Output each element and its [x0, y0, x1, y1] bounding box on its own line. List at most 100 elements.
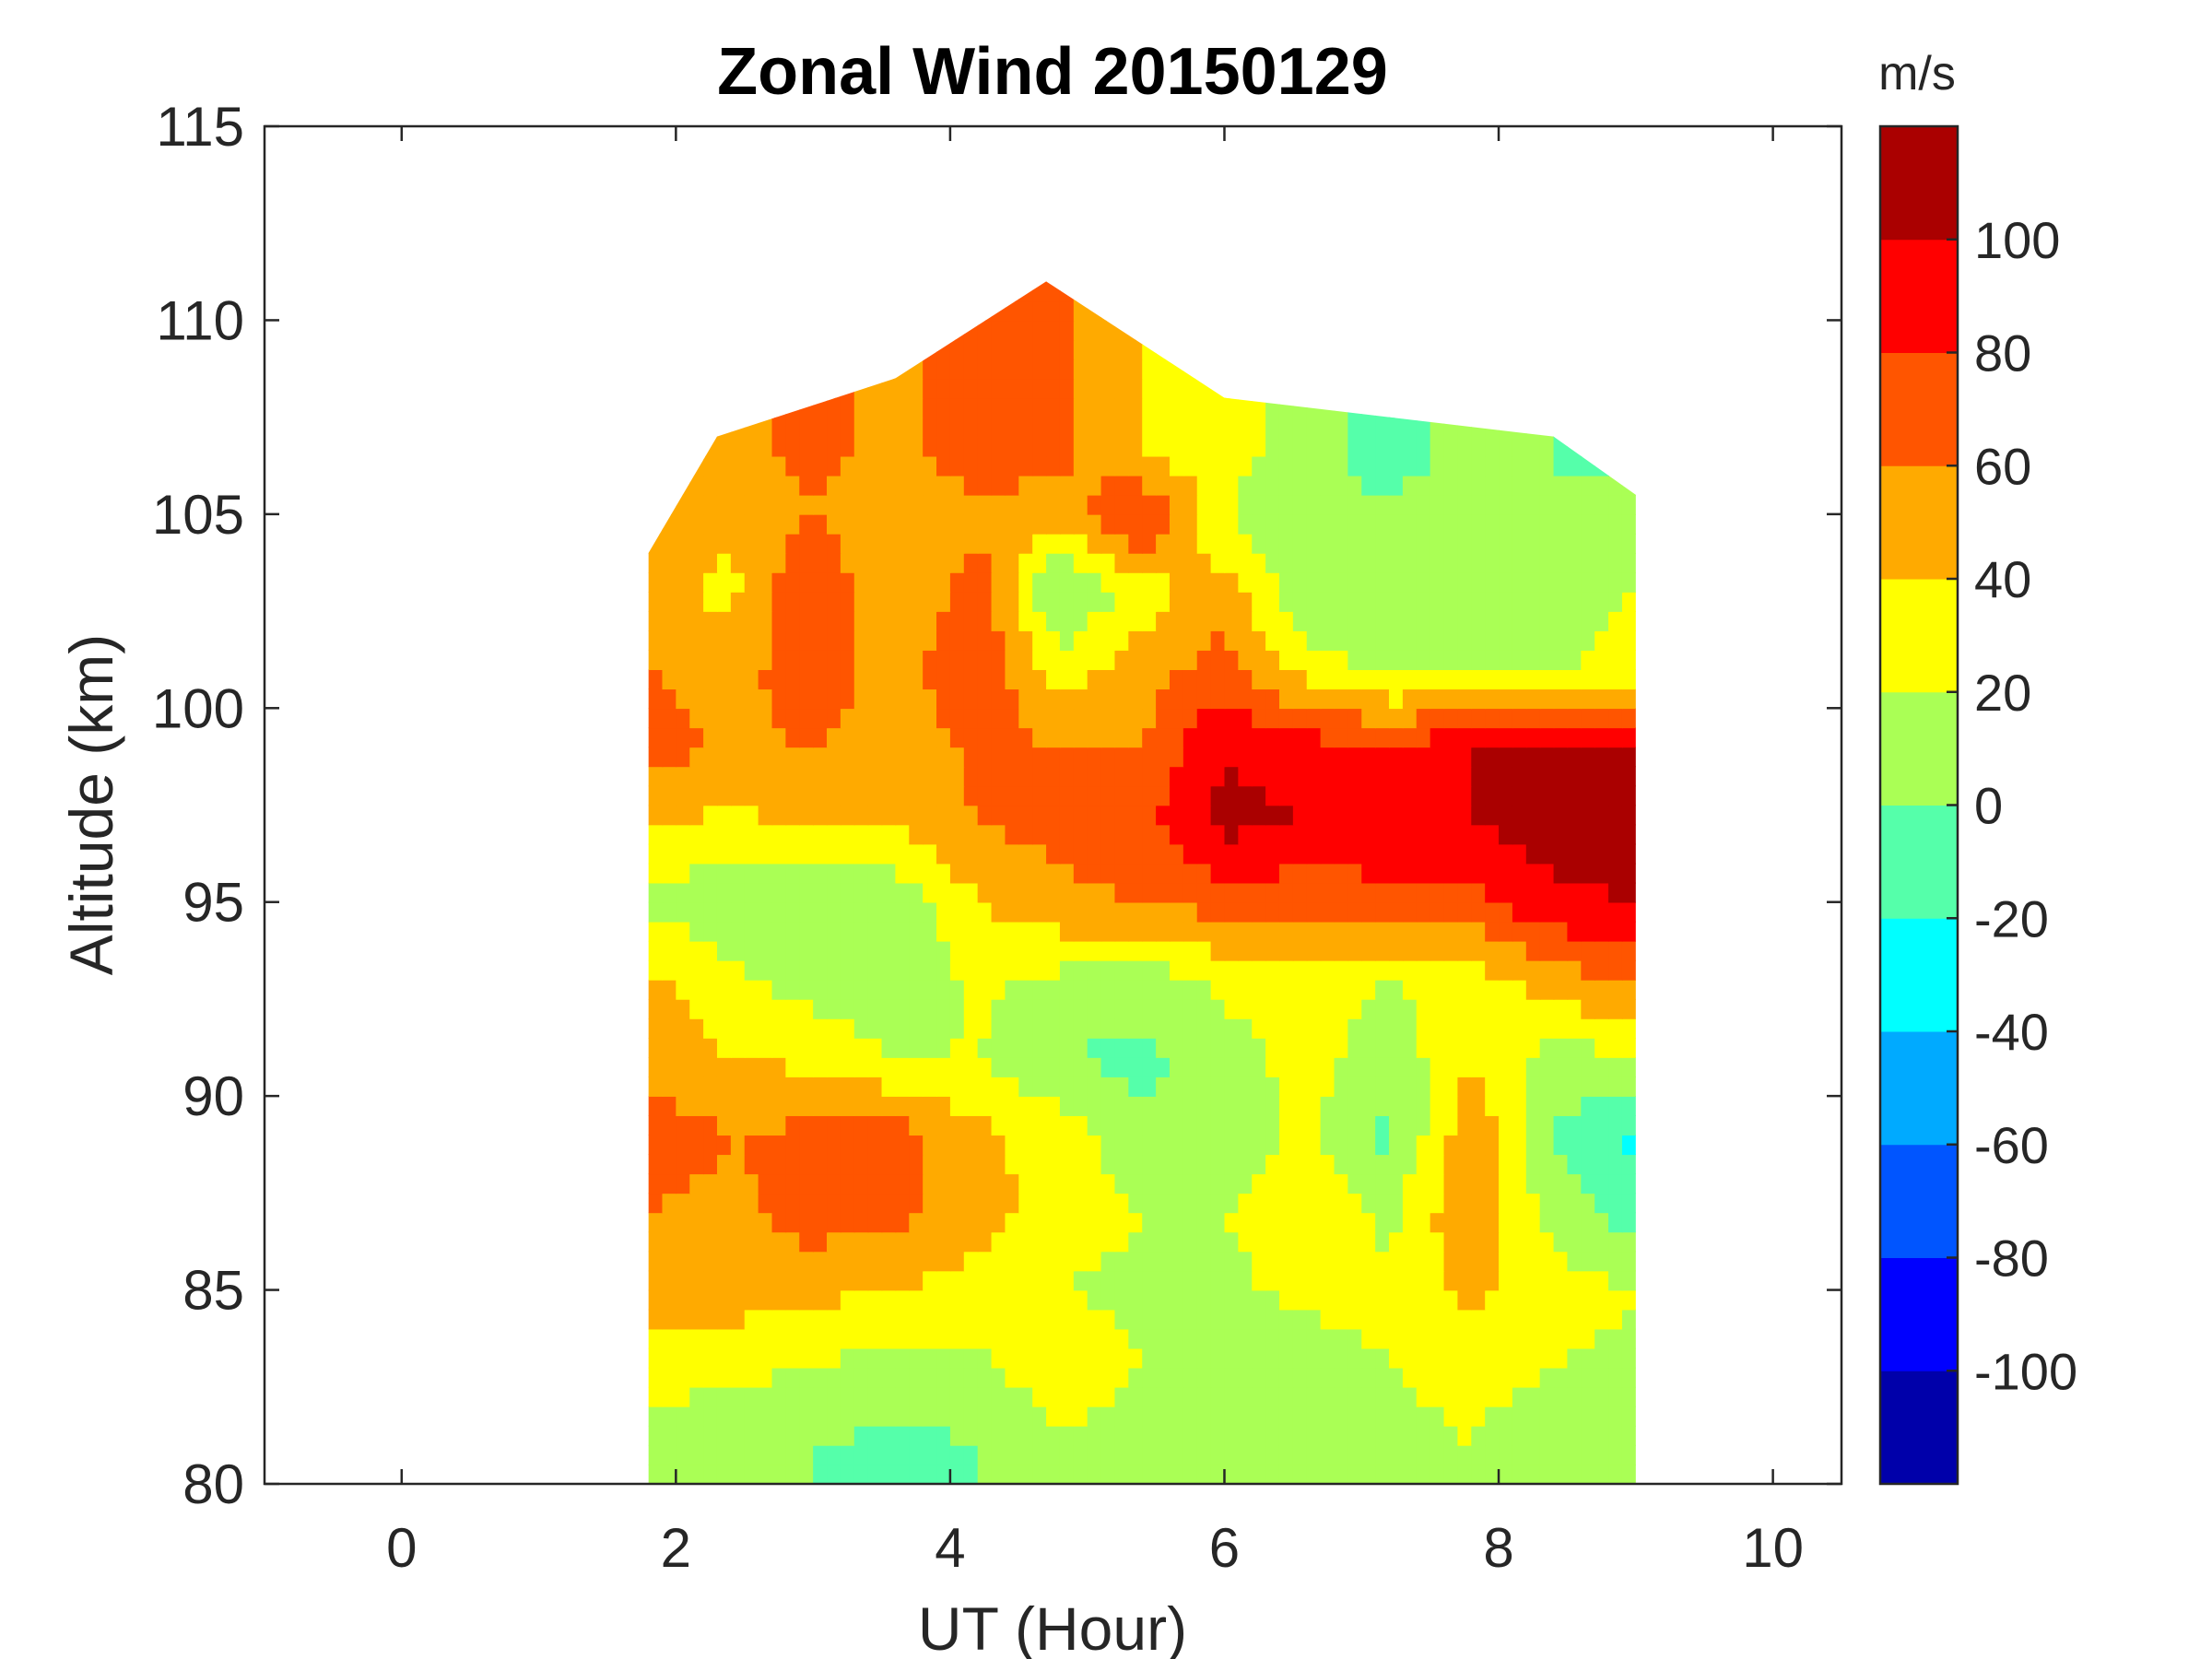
contour-cell: [1306, 1173, 1322, 1194]
contour-cell: [1539, 630, 1555, 651]
contour-cell: [1499, 1077, 1513, 1097]
contour-cell: [867, 552, 883, 573]
contour-cell: [991, 901, 1006, 923]
contour-cell: [1278, 998, 1294, 1019]
contour-cell: [1210, 882, 1226, 903]
contour-cell: [977, 1425, 993, 1446]
contour-cell: [813, 959, 828, 981]
contour-cell: [1320, 1212, 1335, 1233]
contour-cell: [1320, 688, 1335, 710]
contour-cell: [1306, 552, 1322, 573]
contour-cell: [785, 882, 801, 903]
contour-cell: [936, 688, 951, 710]
contour-cell: [1375, 1425, 1390, 1446]
contour-cell: [1306, 1425, 1322, 1446]
contour-cell: [1512, 940, 1527, 961]
contour-cell: [1182, 1386, 1198, 1407]
contour-cell: [1046, 863, 1061, 884]
contour-cell: [1100, 921, 1116, 942]
contour-cell: [1087, 611, 1102, 631]
contour-cell: [1114, 650, 1130, 670]
contour-cell: [1224, 843, 1240, 865]
contour-cell: [1375, 630, 1390, 651]
contour-cell: [840, 1038, 855, 1058]
contour-cell: [1471, 669, 1486, 690]
contour-cell: [1032, 1038, 1047, 1058]
contour-cell: [1100, 843, 1116, 865]
contour-cell: [1334, 805, 1349, 826]
contour-cell: [662, 1270, 677, 1291]
contour-cell: [1306, 1289, 1322, 1311]
contour-cell: [853, 1386, 869, 1407]
contour-cell: [1128, 1096, 1144, 1116]
contour-cell: [1512, 901, 1527, 923]
contour-cell: [1334, 1231, 1349, 1253]
contour-cell: [1059, 1289, 1075, 1311]
contour-cell: [895, 1270, 911, 1291]
contour-cell: [1210, 436, 1226, 457]
contour-cell: [1142, 611, 1157, 631]
contour-cell: [1347, 669, 1363, 690]
contour-cell: [1196, 940, 1212, 961]
contour-cell: [1032, 1115, 1047, 1136]
contour-cell: [1032, 611, 1047, 631]
contour-cell: [1334, 1115, 1349, 1136]
contour-cell: [1032, 1464, 1047, 1484]
contour-cell: [1032, 1289, 1047, 1311]
contour-cell: [1032, 592, 1047, 612]
contour-cell: [991, 766, 1006, 787]
contour-cell: [771, 1212, 787, 1233]
contour-cell: [1334, 882, 1349, 903]
contour-cell: [1430, 611, 1445, 631]
contour-cell: [1087, 766, 1102, 787]
contour-cell: [1457, 552, 1473, 573]
contour-cell: [1581, 1212, 1595, 1233]
contour-cell: [1499, 1444, 1513, 1465]
contour-cell: [977, 1231, 993, 1253]
contour-cell: [1292, 979, 1308, 1000]
contour-cell: [1539, 533, 1555, 554]
contour-cell: [1114, 494, 1130, 515]
contour-cell: [1252, 1425, 1266, 1446]
contour-cell: [1210, 979, 1226, 1000]
contour-cell: [758, 552, 773, 573]
contour-cell: [1073, 1251, 1088, 1272]
contour-cell: [730, 843, 746, 865]
contour-cell: [813, 513, 828, 535]
contour-cell: [758, 1057, 773, 1077]
contour-cell: [1252, 998, 1266, 1019]
contour-cell: [1389, 805, 1404, 826]
contour-cell: [1320, 1347, 1335, 1369]
contour-cell: [785, 455, 801, 477]
contour-cell: [949, 533, 965, 554]
contour-cell: [1265, 1038, 1280, 1058]
contour-cell: [1073, 339, 1088, 360]
contour-cell: [662, 688, 677, 710]
contour-cell: [771, 1444, 787, 1465]
contour-cell: [895, 1193, 911, 1214]
contour-cell: [1142, 1444, 1157, 1465]
contour-cell: [881, 901, 897, 923]
contour-cell: [1594, 959, 1609, 981]
contour-cell: [1018, 1212, 1033, 1233]
contour-cell: [1525, 805, 1541, 826]
colorbar-segment: [1880, 1257, 1958, 1371]
contour-cell: [1525, 959, 1541, 981]
contour-cell: [1265, 455, 1280, 477]
contour-cell: [1224, 592, 1240, 612]
contour-cell: [1292, 417, 1308, 438]
contour-cell: [1046, 959, 1061, 981]
contour-cell: [662, 1347, 677, 1369]
contour-cell: [1375, 611, 1390, 631]
contour-cell: [1306, 1328, 1322, 1349]
contour-cell: [1224, 1135, 1240, 1156]
contour-cell: [1347, 1193, 1363, 1214]
contour-cell: [1169, 998, 1184, 1019]
contour-cell: [1306, 1038, 1322, 1058]
contour-cell: [1073, 1406, 1088, 1427]
contour-cell: [1142, 359, 1157, 380]
contour-cell: [881, 1018, 897, 1039]
contour-cell: [1156, 650, 1171, 670]
contour-cell: [827, 1464, 841, 1484]
contour-cell: [1265, 592, 1280, 612]
